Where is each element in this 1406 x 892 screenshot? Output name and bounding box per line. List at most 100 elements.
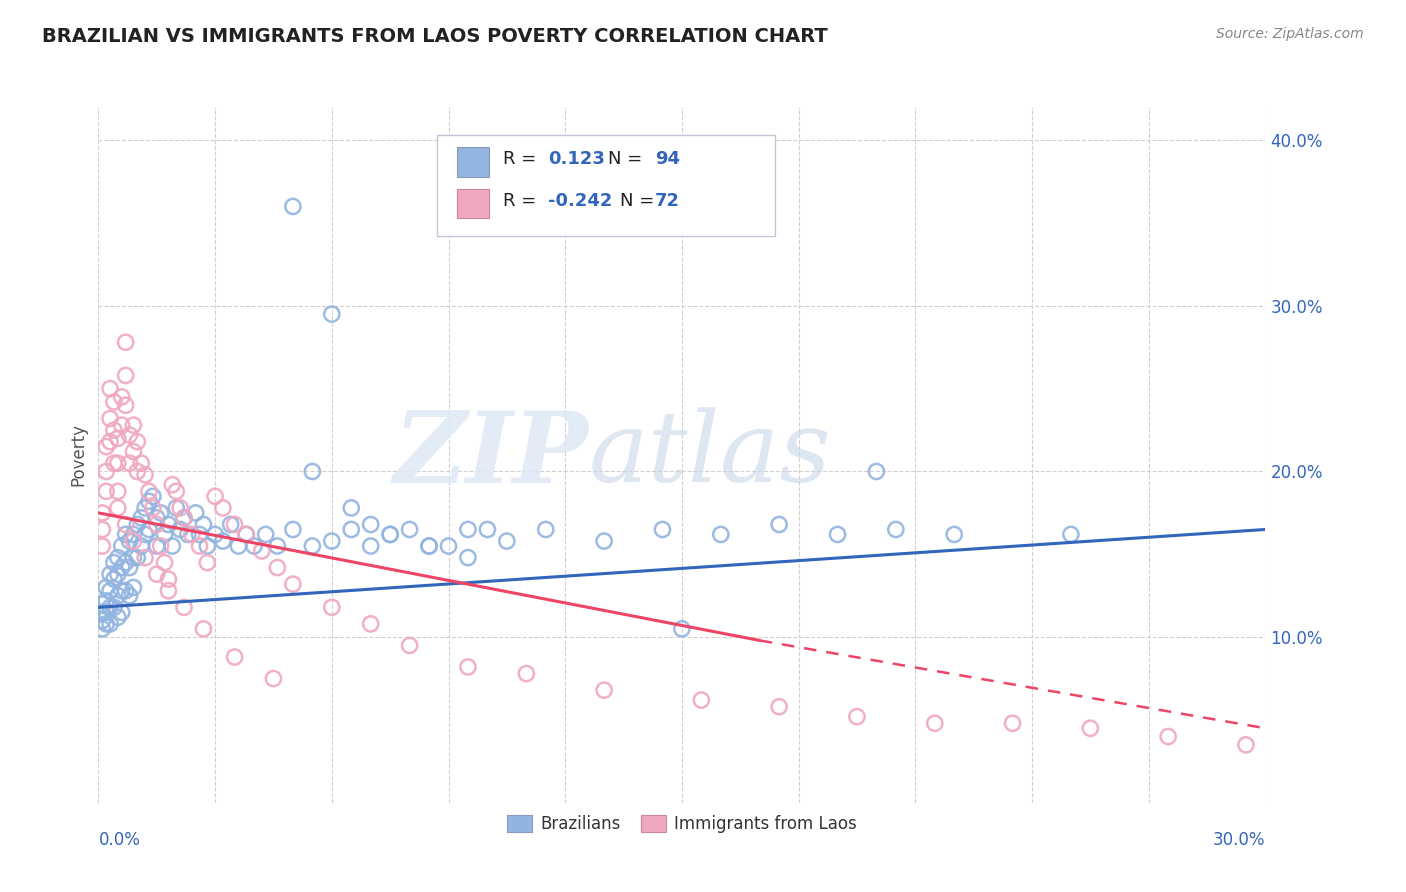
Point [114,368,136,383]
Point [114,527,136,541]
Point [103,572,125,586]
Point [96,593,118,607]
Point [91,523,114,537]
Point [534,523,557,537]
Point [107,589,129,603]
Point [157,572,180,586]
Point [91,614,114,628]
Point [243,539,266,553]
Point [98,616,121,631]
Point [1157,730,1180,744]
Point [107,500,129,515]
Point [235,527,257,541]
Point [212,534,235,549]
Point [1080,721,1102,735]
Point [91,597,114,611]
Point [437,539,460,553]
Text: 0.123: 0.123 [548,150,605,169]
Point [1060,527,1083,541]
Point [111,390,134,404]
Point [96,616,118,631]
Point [146,567,169,582]
Point [118,560,141,574]
Point [138,523,160,537]
Point [122,527,145,541]
Point [266,539,288,553]
Point [118,589,141,603]
Point [180,527,202,541]
Point [651,523,673,537]
Point [418,539,440,553]
Point [398,523,420,537]
Point [127,465,149,479]
Point [114,398,136,412]
Text: 94: 94 [655,150,681,169]
Point [690,693,713,707]
Point [153,527,176,541]
Point [301,465,323,479]
Point [111,560,134,574]
Text: BRAZILIAN VS IMMIGRANTS FROM LAOS POVERTY CORRELATION CHART: BRAZILIAN VS IMMIGRANTS FROM LAOS POVERT… [42,27,828,45]
Point [195,556,218,570]
Point [301,539,323,553]
Point [122,550,145,565]
Point [162,539,184,553]
Point [103,556,125,570]
Point [127,517,149,532]
Point [224,517,246,532]
Point [380,527,402,541]
Point [188,539,211,553]
Point [169,523,191,537]
Text: R =: R = [503,150,543,169]
Y-axis label: Poverty: Poverty [69,424,87,486]
Text: 72: 72 [655,192,681,210]
Point [380,527,402,541]
Point [138,494,160,508]
Point [457,660,479,674]
Point [107,567,129,582]
Point [262,672,284,686]
Legend: Brazilians, Immigrants from Laos: Brazilians, Immigrants from Laos [501,808,863,839]
Point [457,523,479,537]
Point [184,506,207,520]
Point [228,539,250,553]
Point [114,335,136,350]
Point [134,527,156,541]
Point [593,534,616,549]
Point [134,550,156,565]
Point [127,550,149,565]
Point [114,583,136,598]
Point [134,500,156,515]
Point [98,434,121,449]
Point [671,622,693,636]
Point [235,527,257,541]
Point [96,484,118,499]
Point [118,534,141,549]
Point [250,544,273,558]
Point [195,539,218,553]
Point [219,517,242,532]
Point [103,423,125,437]
Text: ZIP: ZIP [394,407,589,503]
Point [107,550,129,565]
Point [98,583,121,598]
Point [157,583,180,598]
Point [111,539,134,553]
Point [173,511,195,525]
Point [149,539,172,553]
Point [188,527,211,541]
Point [924,716,946,731]
Point [943,527,966,541]
Point [96,440,118,454]
Point [111,418,134,433]
Point [162,477,184,491]
Point [321,534,343,549]
Point [254,527,277,541]
Point [142,500,165,515]
Point [96,581,118,595]
Point [340,500,363,515]
Point [266,560,288,574]
Point [193,517,215,532]
Point [91,622,114,636]
Point [884,523,907,537]
